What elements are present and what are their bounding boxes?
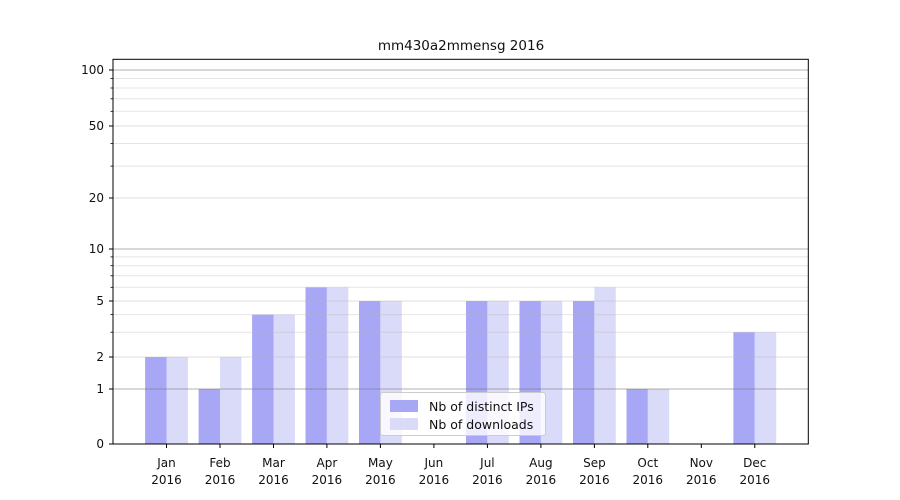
bar-nb-of-downloads-oct bbox=[647, 389, 670, 444]
legend-label-downloads: Nb of downloads bbox=[429, 416, 534, 432]
x-tick-label-year-sep: 2016 bbox=[579, 473, 610, 487]
legend-swatch-downloads bbox=[390, 418, 418, 430]
x-tick-label-month-apr: Apr bbox=[317, 456, 338, 470]
x-tick-label-year-feb: 2016 bbox=[205, 473, 236, 487]
x-tick-label-month-jul: Jul bbox=[479, 456, 494, 470]
x-tick-label-year-aug: 2016 bbox=[526, 473, 557, 487]
legend-swatch-distinct-ips bbox=[390, 400, 418, 412]
bar-nb-of-downloads-dec bbox=[754, 332, 777, 444]
bar-nb-of-distinct-ips-apr bbox=[305, 287, 327, 444]
y-tick-label-50: 50 bbox=[89, 119, 104, 133]
x-tick-label-year-nov: 2016 bbox=[686, 473, 717, 487]
bar-nb-of-downloads-sep bbox=[594, 287, 616, 444]
bar-nb-of-downloads-apr bbox=[326, 287, 349, 444]
axes-frame bbox=[112, 58, 809, 445]
bar-nb-of-distinct-ips-may bbox=[359, 301, 381, 444]
y-tick-label-10: 10 bbox=[89, 242, 104, 256]
bar-nb-of-distinct-ips-sep bbox=[573, 301, 595, 444]
bar-nb-of-downloads-feb bbox=[220, 357, 242, 444]
bar-nb-of-distinct-ips-oct bbox=[626, 389, 648, 444]
x-tick-label-year-jul: 2016 bbox=[472, 473, 503, 487]
chart-title: mm430a2mmensg 2016 bbox=[377, 38, 545, 54]
x-tick-label-year-dec: 2016 bbox=[740, 473, 771, 487]
legend-entry-distinct-ips: Nb of distinct IPs bbox=[390, 397, 545, 415]
bar-nb-of-distinct-ips-jan bbox=[145, 357, 167, 444]
x-tick-label-month-jun: Jun bbox=[424, 456, 444, 470]
x-tick-label-month-sep: Sep bbox=[583, 456, 606, 470]
bar-nb-of-distinct-ips-dec bbox=[733, 332, 755, 444]
legend: Nb of distinct IPs Nb of downloads bbox=[380, 392, 546, 436]
y-tick-label-2: 2 bbox=[96, 350, 104, 364]
x-tick-label-year-apr: 2016 bbox=[312, 473, 343, 487]
bar-nb-of-downloads-mar bbox=[273, 314, 295, 444]
x-tick-label-month-mar: Mar bbox=[262, 456, 285, 470]
y-tick-label-0: 0 bbox=[96, 437, 104, 451]
y-tick-label-1: 1 bbox=[96, 382, 104, 396]
x-tick-label-month-aug: Aug bbox=[529, 456, 552, 470]
x-tick-label-month-nov: Nov bbox=[690, 456, 713, 470]
y-tick-label-100: 100 bbox=[81, 63, 104, 77]
bar-nb-of-distinct-ips-mar bbox=[252, 314, 274, 444]
x-tick-label-month-feb: Feb bbox=[209, 456, 230, 470]
x-tick-label-month-jan: Jan bbox=[156, 456, 176, 470]
y-tick-label-20: 20 bbox=[89, 191, 104, 205]
x-tick-label-year-may: 2016 bbox=[365, 473, 396, 487]
bar-nb-of-downloads-aug bbox=[540, 301, 563, 444]
y-tick-label-5: 5 bbox=[96, 294, 104, 308]
x-tick-label-year-oct: 2016 bbox=[633, 473, 664, 487]
x-tick-label-year-mar: 2016 bbox=[258, 473, 289, 487]
legend-entry-downloads: Nb of downloads bbox=[390, 415, 545, 433]
bar-nb-of-distinct-ips-feb bbox=[198, 389, 220, 444]
x-tick-label-year-jun: 2016 bbox=[419, 473, 450, 487]
x-tick-label-month-oct: Oct bbox=[637, 456, 658, 470]
legend-label-distinct-ips: Nb of distinct IPs bbox=[429, 398, 534, 414]
x-tick-label-month-may: May bbox=[368, 456, 393, 470]
x-tick-label-month-dec: Dec bbox=[743, 456, 766, 470]
x-tick-label-year-jan: 2016 bbox=[151, 473, 182, 487]
bar-nb-of-downloads-jan bbox=[166, 357, 188, 444]
